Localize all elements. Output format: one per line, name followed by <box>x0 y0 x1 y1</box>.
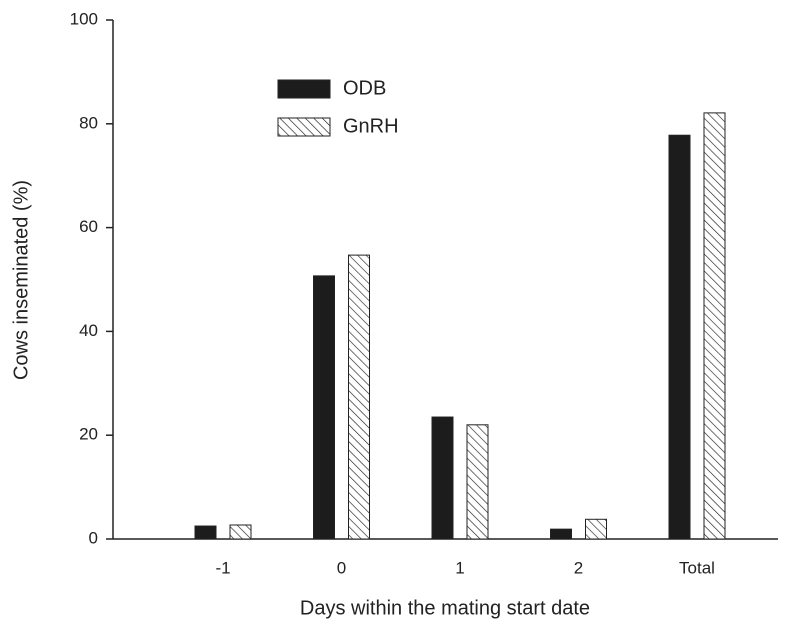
bar <box>668 134 691 540</box>
y-tick-label: 100 <box>70 9 98 28</box>
x-tick-label: 1 <box>455 558 464 577</box>
x-tick-label: 2 <box>574 558 583 577</box>
y-tick-label: 0 <box>89 528 98 547</box>
bar <box>703 112 726 540</box>
x-axis-title: Days within the mating start date <box>300 597 590 619</box>
y-axis-title: Cows inseminated (%) <box>10 180 32 380</box>
x-tick-label: 0 <box>337 558 346 577</box>
bar <box>313 275 335 540</box>
bar <box>229 524 252 540</box>
bar <box>431 416 454 540</box>
bar <box>585 518 607 540</box>
bar <box>194 525 217 540</box>
legend-label: GnRH <box>343 115 399 137</box>
legend-label: ODB <box>343 77 386 99</box>
bar <box>550 528 572 540</box>
legend-swatch <box>277 79 331 99</box>
bar <box>348 254 370 540</box>
y-tick-label: 40 <box>79 321 98 340</box>
y-tick-label: 80 <box>79 113 98 132</box>
x-tick-label: -1 <box>215 558 230 577</box>
x-tick-label: Total <box>679 558 715 577</box>
y-tick-label: 60 <box>79 217 98 236</box>
bar <box>466 424 489 540</box>
y-tick-label: 20 <box>79 425 98 444</box>
legend-swatch <box>277 117 331 137</box>
